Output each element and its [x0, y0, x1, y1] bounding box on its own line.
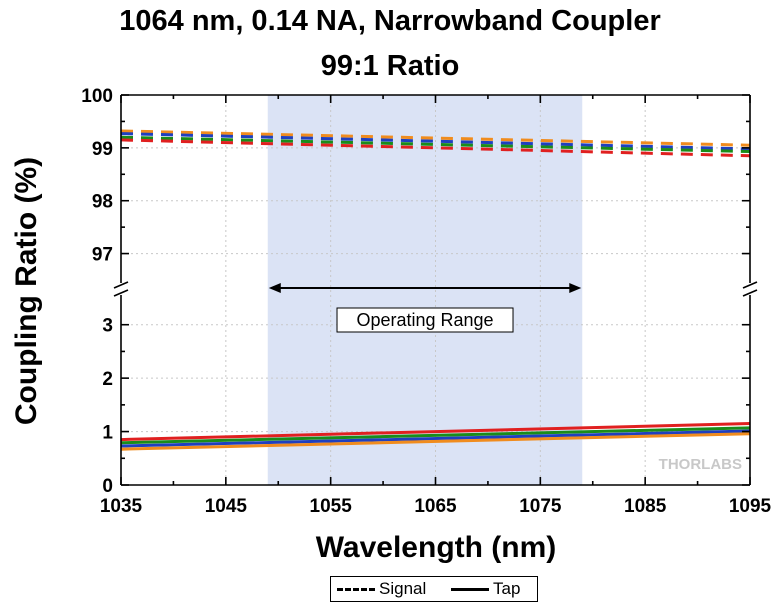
operating-range-label: Operating Range: [356, 310, 493, 330]
x-axis-title: Wavelength (nm): [316, 531, 557, 564]
break-gap: [742, 284, 758, 294]
solid-line-icon: [451, 587, 489, 591]
legend-item-tap: Tap: [451, 579, 520, 599]
thorlabs-watermark: THORLABS: [659, 456, 742, 473]
arrow-head-right: [569, 283, 582, 293]
x-tick-label: 1085: [624, 496, 667, 517]
axis-break-mark: [113, 281, 129, 289]
legend-label-tap: Tap: [493, 579, 521, 598]
y-tick-label: 97: [92, 245, 113, 266]
x-tick-label: 1065: [414, 496, 457, 517]
signal-series-line: [120, 129, 751, 147]
y-tick-label: 99: [92, 139, 113, 160]
axis-break-mark: [742, 289, 758, 297]
series-group: [120, 129, 751, 451]
axis-break-mark: [113, 289, 129, 297]
x-tick-label: 1055: [310, 496, 353, 517]
legend-item-signal: Signal: [337, 579, 426, 599]
tap-series-line: [120, 422, 751, 442]
signal-series-line: [120, 135, 751, 154]
grid-lines: [121, 94, 750, 486]
legend: Signal Tap: [330, 576, 538, 602]
signal-series-line: [120, 132, 751, 151]
operating-range-arrow: [268, 283, 582, 293]
y-axis-title: Coupling Ratio (%): [10, 157, 43, 425]
dashed-line-icon: [337, 587, 375, 591]
legend-label-signal: Signal: [379, 579, 427, 598]
y-tick-label: 0: [102, 476, 113, 497]
operating-range-band: [267, 95, 583, 485]
x-tick-label: 1035: [100, 496, 143, 517]
break-gap: [113, 284, 129, 294]
y-tick-label: 1: [102, 423, 113, 444]
y-tick-label: 2: [102, 369, 113, 390]
tap-series-line: [120, 429, 751, 448]
tap-series-line: [120, 432, 751, 451]
tap-series-line: [120, 426, 751, 445]
chart-subtitle: 99:1 Ratio: [320, 50, 460, 82]
axis-break-mark: [742, 281, 758, 289]
x-tick-label: 1075: [519, 496, 562, 517]
operating-range-label-box: [336, 307, 514, 333]
y-tick-label: 100: [81, 86, 113, 107]
y-tick-label: 3: [102, 316, 113, 337]
arrow-head-left: [268, 283, 281, 293]
chart-title: 1064 nm, 0.14 NA, Narrowband Coupler: [119, 5, 661, 37]
x-tick-label: 1045: [205, 496, 248, 517]
signal-series-line: [120, 138, 751, 158]
axis-ticks: 1035 1045 1055 1065 1075 1085 1095 97 98 99 100 0 1 2…: [81, 86, 771, 517]
x-tick-label: 1095: [729, 496, 772, 517]
y-tick-label: 98: [92, 192, 113, 213]
